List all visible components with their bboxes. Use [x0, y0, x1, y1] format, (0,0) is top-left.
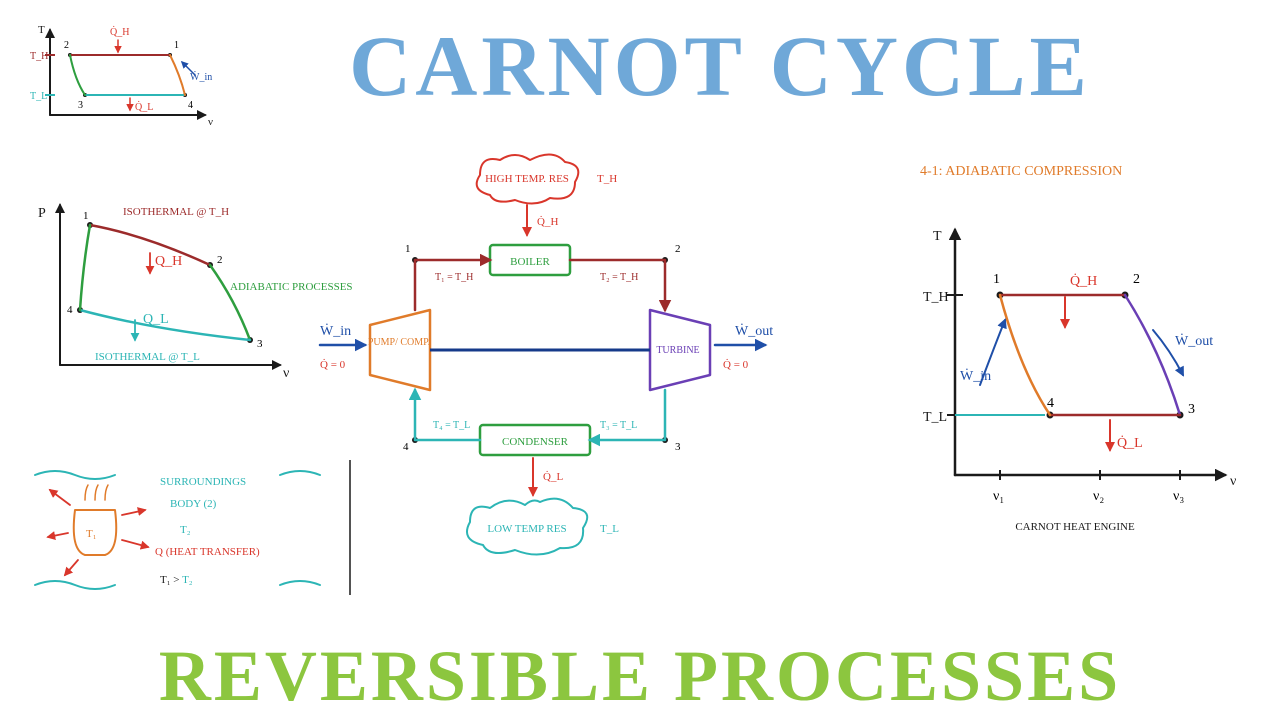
svg-text:2: 2 [1133, 272, 1140, 287]
svg-text:T_H: T_H [923, 290, 949, 305]
svg-text:4: 4 [188, 100, 193, 111]
svg-text:Q̇ = 0: Q̇ = 0 [320, 359, 346, 371]
svg-text:4: 4 [403, 441, 409, 453]
svg-text:2: 2 [675, 243, 681, 255]
svg-text:ν₂: ν₂ [1093, 489, 1104, 504]
svg-text:Q̇_H: Q̇_H [1070, 272, 1097, 289]
svg-text:HIGH TEMP. RES: HIGH TEMP. RES [485, 173, 569, 185]
svg-text:ν₃: ν₃ [1173, 489, 1184, 504]
svg-text:Q̇_L: Q̇_L [543, 471, 563, 483]
svg-text:Ẇ_in: Ẇ_in [960, 367, 991, 384]
svg-text:CARNOT HEAT ENGINE: CARNOT HEAT ENGINE [1015, 521, 1135, 533]
svg-text:T_H: T_H [30, 51, 48, 62]
svg-text:3: 3 [257, 338, 263, 350]
svg-text:LOW TEMP RES: LOW TEMP RES [487, 523, 566, 535]
svg-text:1: 1 [83, 210, 89, 222]
svg-text:2: 2 [217, 254, 223, 266]
svg-text:T₃ = T_L: T₃ = T_L [600, 420, 637, 431]
svg-text:Q (HEAT TRANSFER): Q (HEAT TRANSFER) [155, 546, 260, 558]
svg-text:T₁: T₁ [86, 528, 97, 540]
title-bottom: REVERSIBLE PROCESSES [159, 636, 1121, 716]
svg-text:1: 1 [174, 40, 179, 51]
svg-text:BOILER: BOILER [510, 256, 550, 268]
svg-text:Q_H: Q_H [155, 254, 182, 269]
svg-text:PUMP/ COMP.: PUMP/ COMP. [368, 337, 430, 348]
svg-text:T: T [933, 229, 942, 244]
svg-text:4: 4 [67, 304, 73, 316]
svg-text:2: 2 [64, 40, 69, 51]
svg-text:Ẇ_out: Ẇ_out [1175, 332, 1213, 349]
svg-text:ν: ν [283, 366, 289, 381]
svg-text:T_L: T_L [600, 523, 619, 535]
svg-text:Ẇ_in: Ẇ_in [190, 71, 212, 83]
svg-text:1: 1 [405, 243, 411, 255]
svg-text:Q̇_L: Q̇_L [135, 101, 153, 113]
svg-text:T₁ > T₂: T₁ > T₂ [160, 574, 193, 586]
svg-text:Ẇ_in: Ẇ_in [320, 322, 351, 339]
svg-text:T_H: T_H [597, 173, 617, 185]
right-note: 4-1: ADIABATIC COMPRESSION [920, 164, 1122, 179]
svg-text:P: P [38, 206, 46, 221]
svg-text:1: 1 [993, 272, 1000, 287]
svg-text:T: T [38, 24, 45, 36]
title-top: CARNOT CYCLE [349, 18, 1091, 114]
svg-text:Q̇_L: Q̇_L [1117, 434, 1143, 451]
svg-text:3: 3 [78, 100, 83, 111]
svg-text:3: 3 [1188, 402, 1195, 417]
svg-text:ADIABATIC PROCESSES: ADIABATIC PROCESSES [230, 281, 353, 293]
svg-text:ISOTHERMAL @ T_H: ISOTHERMAL @ T_H [123, 206, 229, 218]
svg-text:TURBINE: TURBINE [656, 345, 699, 356]
svg-text:ν: ν [1230, 474, 1236, 489]
svg-text:Ẇ_out: Ẇ_out [735, 322, 773, 339]
svg-text:Q̇ = 0: Q̇ = 0 [723, 359, 749, 371]
svg-text:SURROUNDINGS: SURROUNDINGS [160, 476, 246, 488]
svg-text:T₂: T₂ [180, 524, 191, 536]
svg-text:Q̇_H: Q̇_H [537, 216, 558, 228]
svg-text:4: 4 [1047, 396, 1054, 411]
svg-text:CONDENSER: CONDENSER [502, 436, 569, 448]
svg-text:T₂ = T_H: T₂ = T_H [600, 272, 638, 283]
heat-transfer-sketch: T₁ SURROUNDINGS BODY (2) T₂ Q (HEAT TRAN… [35, 460, 350, 595]
svg-text:ν₁: ν₁ [993, 489, 1004, 504]
svg-text:T₄ = T_L: T₄ = T_L [433, 420, 470, 431]
svg-text:Q_L: Q_L [143, 312, 169, 327]
svg-text:ν: ν [208, 116, 213, 128]
svg-text:T_L: T_L [30, 91, 47, 102]
svg-text:BODY (2): BODY (2) [170, 498, 217, 510]
ts-small-diagram: T ν T_H T_L 2 1 3 4 Q̇_H Q̇_L Ẇ_in [30, 24, 213, 128]
svg-text:3: 3 [675, 441, 681, 453]
svg-text:T₁ = T_H: T₁ = T_H [435, 272, 473, 283]
center-cycle: HIGH TEMP. RES T_H Q̇_H 1 2 3 4 BOILER C… [320, 154, 773, 554]
carnot-diagram: CARNOT CYCLE REVERSIBLE PROCESSES T ν T_… [0, 0, 1280, 720]
svg-text:T_L: T_L [923, 410, 947, 425]
pv-diagram: P ν 1 2 3 4 ISOTHERMAL @ T_H Q_H ADIABAT… [38, 205, 353, 381]
svg-text:Q̇_H: Q̇_H [110, 26, 129, 38]
ts-large-diagram: T ν T_H T_L 1 2 3 4 Q̇_H Q̇_L Ẇ_in Ẇ_out… [923, 229, 1236, 533]
svg-text:ISOTHERMAL @ T_L: ISOTHERMAL @ T_L [95, 351, 200, 363]
